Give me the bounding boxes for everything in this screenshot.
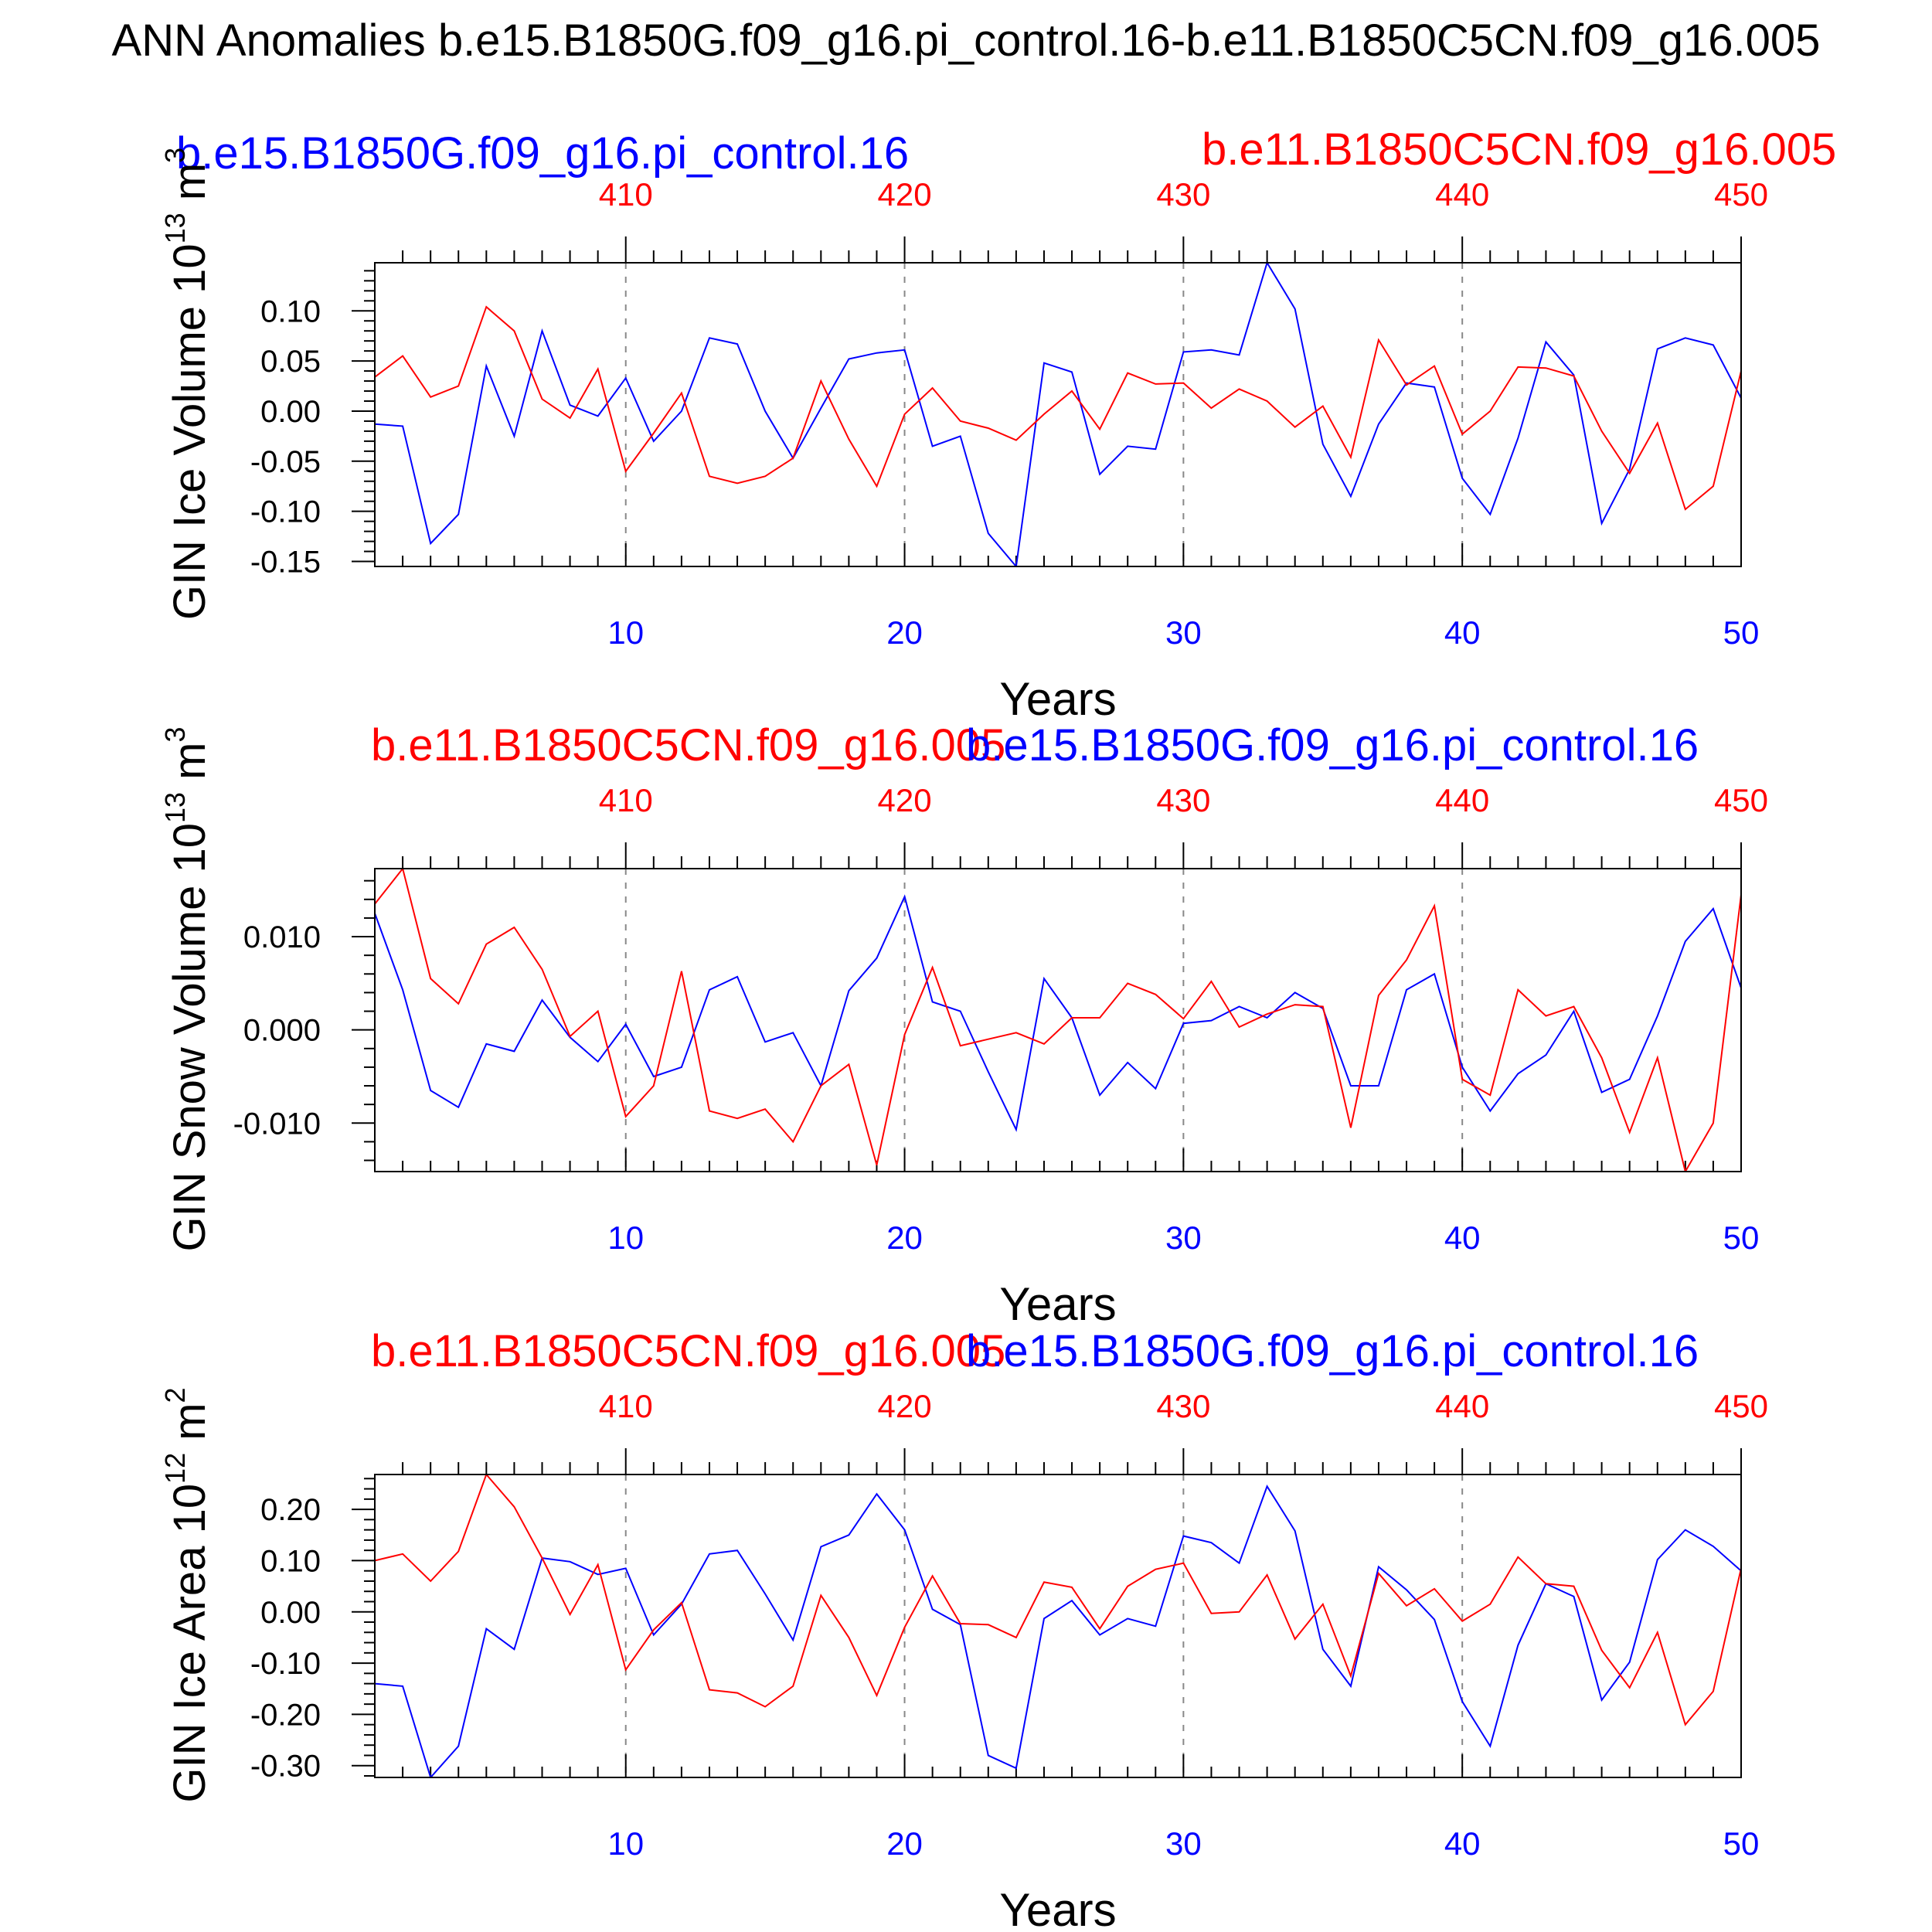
x-tick-label-bottom: 30	[1165, 1219, 1202, 1256]
x-tick-label-top: 430	[1156, 176, 1210, 213]
series-line-case2	[375, 1475, 1741, 1726]
x-tick-label-bottom: 40	[1444, 1219, 1481, 1256]
x-tick-label-top: 440	[1435, 176, 1489, 213]
main-title: ANN Anomalies b.e15.B1850G.f09_g16.pi_co…	[112, 15, 1821, 66]
panel-1: -0.15 -0.10 -0.05 0.00 0.05 0.10 10 410 20 420 30 4…	[159, 148, 1768, 725]
x-axis-label: Years	[999, 673, 1116, 725]
plot-frame	[374, 868, 1742, 1172]
x-tick-label-top: 420	[878, 1388, 932, 1424]
x-tick-label-top: 410	[599, 782, 653, 818]
series-line-case2	[375, 869, 1741, 1172]
x-tick-label-bottom: 10	[607, 1825, 644, 1862]
y-tick-label: 0.00	[260, 1596, 321, 1630]
panel-label-case1: b.e15.B1850G.f09_g16.pi_control.16	[966, 1326, 1699, 1376]
y-tick-label: -0.010	[233, 1107, 321, 1141]
x-tick-label-top: 440	[1435, 782, 1489, 818]
y-axis-label: GIN Ice Area 1012 m2	[159, 1387, 215, 1802]
x-tick-label-bottom: 10	[607, 1219, 644, 1256]
panel-2: -0.010 0.000 0.010 10 410 20 420 30 430 40 440 50 45…	[159, 720, 1768, 1330]
panel-3: -0.30 -0.20 -0.10 0.00 0.10 0.20 10 410 20 420 30 4…	[159, 1326, 1768, 1932]
y-tick-label: -0.10	[250, 495, 321, 529]
y-tick-label: -0.05	[250, 445, 321, 479]
x-tick-label-bottom: 20	[886, 614, 923, 651]
y-tick-label: 0.05	[260, 345, 321, 379]
panel-label-case2: b.e11.B1850C5CN.f09_g16.005	[371, 1326, 1005, 1376]
x-tick-label-bottom: 20	[886, 1219, 923, 1256]
x-tick-label-bottom: 50	[1723, 614, 1760, 651]
y-tick-label: -0.20	[250, 1698, 321, 1732]
panel-label-case1: b.e15.B1850G.f09_g16.pi_control.16	[966, 720, 1699, 770]
x-tick-label-bottom: 40	[1444, 1825, 1481, 1862]
top-legend-case1: b.e15.B1850G.f09_g16.pi_control.16	[176, 128, 909, 179]
x-tick-label-top: 410	[599, 1388, 653, 1424]
y-tick-label: -0.15	[250, 546, 321, 580]
panel-label-case2: b.e11.B1850C5CN.f09_g16.005	[371, 720, 1005, 770]
y-tick-label: 0.010	[243, 920, 321, 954]
x-tick-label-bottom: 20	[886, 1825, 923, 1862]
x-tick-label-bottom: 50	[1723, 1825, 1760, 1862]
x-tick-label-top: 410	[599, 176, 653, 213]
series-line-case2	[375, 305, 1741, 511]
y-tick-label: 0.10	[260, 1544, 321, 1578]
y-axis-label: GIN Snow Volume 1013 m3	[159, 726, 215, 1251]
x-tick-label-top: 420	[878, 782, 932, 818]
y-tick-label: -0.10	[250, 1647, 321, 1681]
x-tick-label-bottom: 40	[1444, 614, 1481, 651]
y-tick-label: 0.000	[243, 1014, 321, 1048]
y-tick-label: 0.20	[260, 1493, 321, 1527]
x-tick-label-top: 450	[1714, 176, 1768, 213]
plot-frame	[374, 1474, 1742, 1778]
x-tick-label-top: 450	[1714, 782, 1768, 818]
x-tick-label-bottom: 50	[1723, 1219, 1760, 1256]
series-line-case1	[375, 894, 1741, 1132]
x-tick-label-bottom: 30	[1165, 1825, 1202, 1862]
y-tick-label: 0.00	[260, 395, 321, 429]
x-axis-label: Years	[999, 1884, 1116, 1932]
x-tick-label-bottom: 10	[607, 614, 644, 651]
y-tick-label: 0.10	[260, 294, 321, 328]
x-tick-label-bottom: 30	[1165, 614, 1202, 651]
x-tick-label-top: 440	[1435, 1388, 1489, 1424]
y-axis-label: GIN Ice Volume 1013 m3	[159, 148, 215, 620]
series-line-case1	[375, 1485, 1741, 1777]
y-tick-label: -0.30	[250, 1750, 321, 1784]
x-tick-label-top: 430	[1156, 782, 1210, 818]
x-tick-label-top: 450	[1714, 1388, 1768, 1424]
x-axis-label: Years	[999, 1278, 1116, 1330]
series-line-case1	[375, 263, 1741, 566]
top-legend-case2: b.e11.B1850C5CN.f09_g16.005	[1202, 124, 1836, 175]
x-tick-label-top: 430	[1156, 1388, 1210, 1424]
plot-frame	[374, 262, 1742, 567]
x-tick-label-top: 420	[878, 176, 932, 213]
